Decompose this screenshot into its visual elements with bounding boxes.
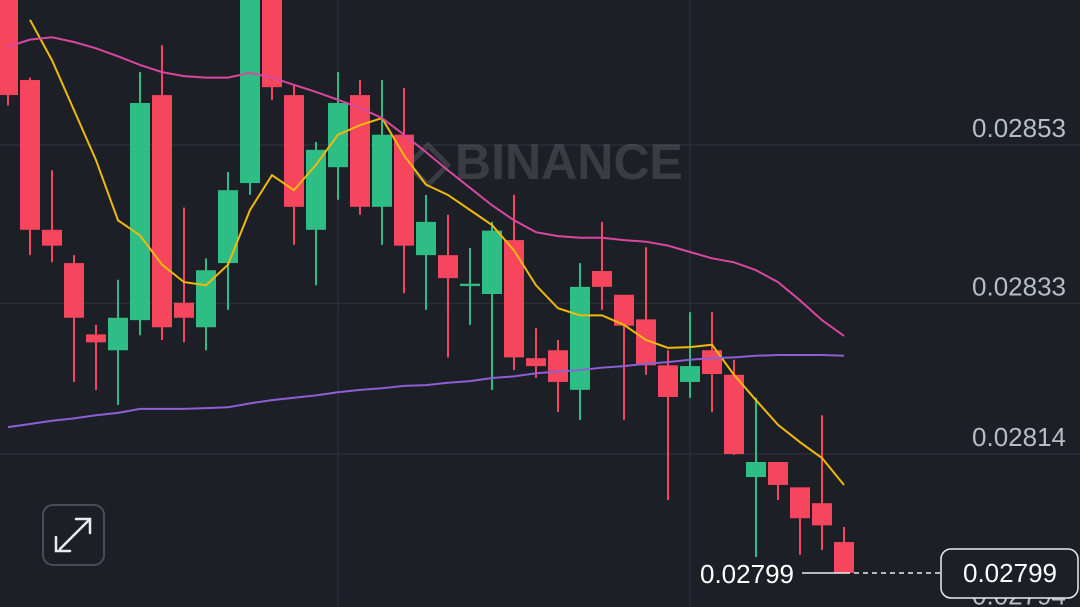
candle-body — [306, 149, 326, 230]
candle-body — [614, 294, 634, 326]
candle-body — [768, 461, 788, 485]
candle-body — [372, 134, 392, 207]
y-tick-label: 0.02853 — [972, 113, 1066, 143]
candle-body — [702, 350, 722, 375]
candle-body — [240, 0, 260, 184]
current-price-box[interactable] — [940, 548, 1079, 599]
y-tick-label: 0.02833 — [972, 271, 1066, 301]
candle-body — [394, 134, 414, 246]
candle-body — [174, 302, 194, 318]
expand-button[interactable] — [42, 504, 105, 566]
candle-body — [218, 190, 238, 264]
expand-icon — [54, 517, 92, 553]
candle-body — [658, 365, 678, 398]
candle-body — [746, 461, 766, 478]
candle-body — [262, 0, 282, 88]
candle-body — [504, 240, 524, 358]
candle-body — [152, 95, 172, 328]
candle-body — [812, 503, 832, 526]
candle-body — [592, 271, 612, 287]
candle-body — [42, 229, 62, 246]
moving-average-line — [7, 354, 845, 429]
watermark-text: BINANCE — [455, 134, 683, 190]
y-tick-label: 0.02814 — [972, 422, 1066, 452]
candle-body — [636, 319, 656, 366]
candle-body — [680, 366, 700, 382]
candle-body — [526, 358, 546, 367]
watermark: BINANCE — [404, 134, 683, 190]
candle-body — [20, 80, 40, 230]
plot-area — [0, 0, 854, 573]
moving-average-line — [29, 19, 845, 486]
candle-body — [284, 95, 304, 207]
current-price-label: 0.02799 — [963, 558, 1057, 588]
candle-body — [482, 230, 502, 294]
candle-body — [548, 350, 568, 382]
candle-body — [460, 283, 480, 287]
candle-body — [724, 374, 744, 455]
candle-body — [86, 334, 106, 343]
candle-body — [790, 487, 810, 519]
candle-body — [834, 542, 854, 573]
candle-body — [416, 221, 436, 256]
candle-body — [0, 0, 18, 96]
price-indicator: 0.02799 0.02799 — [700, 548, 1079, 599]
moving-average-line — [7, 36, 845, 337]
last-price-label: 0.02799 — [700, 559, 794, 589]
candle-body — [438, 255, 458, 279]
candle-body — [64, 263, 84, 318]
candle-body — [570, 286, 590, 390]
candle-body — [130, 103, 150, 321]
candle-body — [108, 317, 128, 351]
